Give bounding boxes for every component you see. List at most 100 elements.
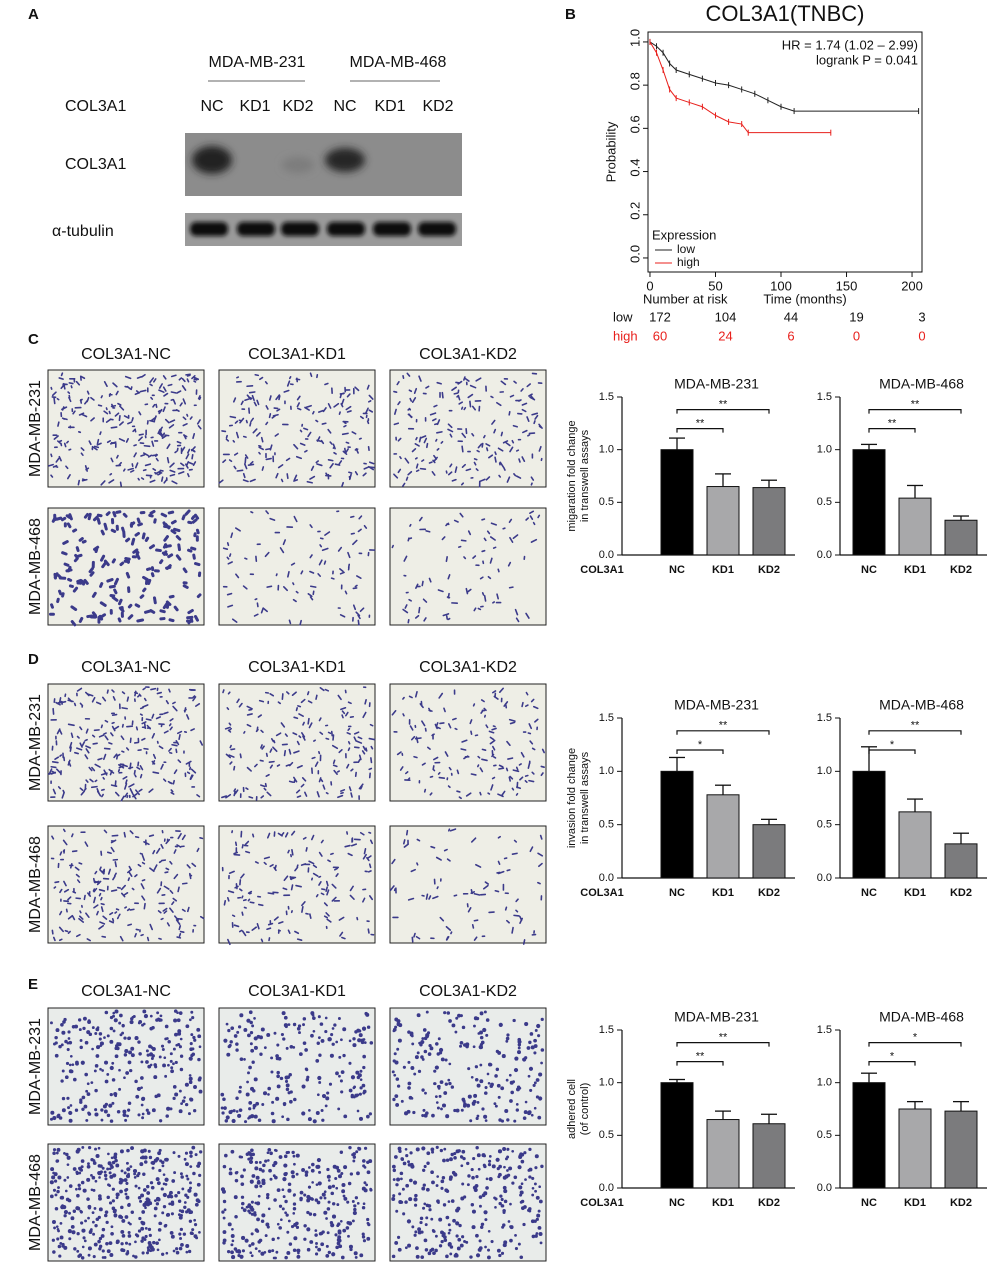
cell — [55, 768, 62, 774]
cell — [393, 887, 397, 892]
cell — [227, 1028, 231, 1033]
cell — [396, 1019, 401, 1024]
cell — [483, 1114, 488, 1119]
cell — [196, 593, 202, 599]
cell — [257, 1118, 262, 1123]
cell — [463, 406, 467, 411]
cell — [276, 1043, 280, 1047]
lane-label: NC — [333, 98, 356, 115]
cell — [265, 1222, 270, 1227]
cell — [349, 1247, 353, 1252]
y-tick-label: 0.0 — [599, 872, 614, 884]
micrograph-frame — [47, 1007, 205, 1126]
cell — [67, 699, 74, 703]
cell — [349, 894, 355, 900]
cell — [505, 1036, 510, 1041]
cell — [234, 885, 239, 889]
cell — [166, 456, 170, 464]
cell — [98, 888, 106, 892]
cell — [487, 1163, 492, 1167]
cell — [50, 771, 57, 775]
cell — [101, 1069, 104, 1072]
cell — [91, 445, 98, 451]
cell — [88, 766, 93, 772]
cell — [285, 764, 291, 767]
cell — [152, 467, 157, 471]
y-tick-label: 1.0 — [599, 765, 614, 777]
cell — [260, 1027, 265, 1032]
cell — [315, 1111, 320, 1115]
cell — [267, 1159, 270, 1162]
cell — [103, 410, 109, 415]
significance-bracket — [676, 1042, 770, 1047]
cell — [115, 1196, 119, 1200]
cell — [274, 433, 279, 437]
cell — [196, 419, 201, 425]
cell — [226, 897, 230, 902]
cell — [305, 404, 312, 409]
cell — [63, 1214, 67, 1218]
cell — [389, 885, 395, 892]
cell — [497, 860, 501, 865]
cell — [89, 571, 95, 577]
cell — [437, 1201, 440, 1205]
cell — [80, 790, 86, 796]
cell — [186, 1208, 191, 1213]
cell — [431, 1180, 435, 1185]
micrograph-frame — [218, 1007, 376, 1126]
cell — [498, 1118, 502, 1122]
cell — [414, 1055, 419, 1060]
cell — [270, 1111, 275, 1116]
cell — [333, 867, 339, 871]
cell — [61, 592, 65, 598]
cell — [79, 726, 83, 731]
cell — [457, 394, 461, 401]
cell — [359, 1069, 363, 1073]
cell — [447, 828, 451, 832]
cell — [254, 861, 259, 864]
cell — [55, 457, 60, 463]
cell — [331, 883, 337, 889]
cell — [144, 536, 150, 542]
cell — [185, 1174, 189, 1178]
significance-bracket — [868, 1060, 916, 1066]
cell — [498, 1253, 502, 1258]
cell — [485, 443, 491, 447]
cell — [394, 1241, 399, 1245]
cell — [175, 739, 180, 746]
cell — [101, 868, 106, 874]
micrograph — [218, 507, 376, 626]
cell — [162, 1192, 167, 1198]
cell — [298, 1052, 303, 1056]
cell — [227, 890, 235, 894]
cell — [538, 1185, 541, 1189]
cell — [509, 1099, 513, 1103]
at-risk-value: 172 — [649, 309, 671, 324]
cell — [258, 1249, 261, 1253]
cell — [62, 540, 69, 545]
cell — [81, 1095, 86, 1100]
cell — [514, 1233, 517, 1237]
cell — [508, 1073, 512, 1077]
cell — [359, 831, 365, 836]
cell — [331, 1027, 335, 1030]
cell — [114, 412, 120, 417]
cell — [243, 463, 248, 470]
cell — [147, 1198, 151, 1202]
x-tick-label: 50 — [708, 278, 722, 293]
cell — [51, 391, 57, 397]
cell — [94, 1112, 99, 1117]
cell — [316, 463, 323, 467]
cell — [227, 1222, 232, 1227]
cell — [161, 1047, 165, 1051]
cell — [397, 401, 401, 406]
cell — [409, 1178, 413, 1183]
cell — [134, 1036, 139, 1041]
cell — [71, 833, 74, 838]
cell — [461, 1149, 466, 1154]
cell — [312, 1119, 317, 1124]
cell — [513, 1175, 518, 1180]
cell — [316, 1200, 321, 1205]
cell — [184, 1151, 189, 1155]
cell — [367, 465, 375, 471]
